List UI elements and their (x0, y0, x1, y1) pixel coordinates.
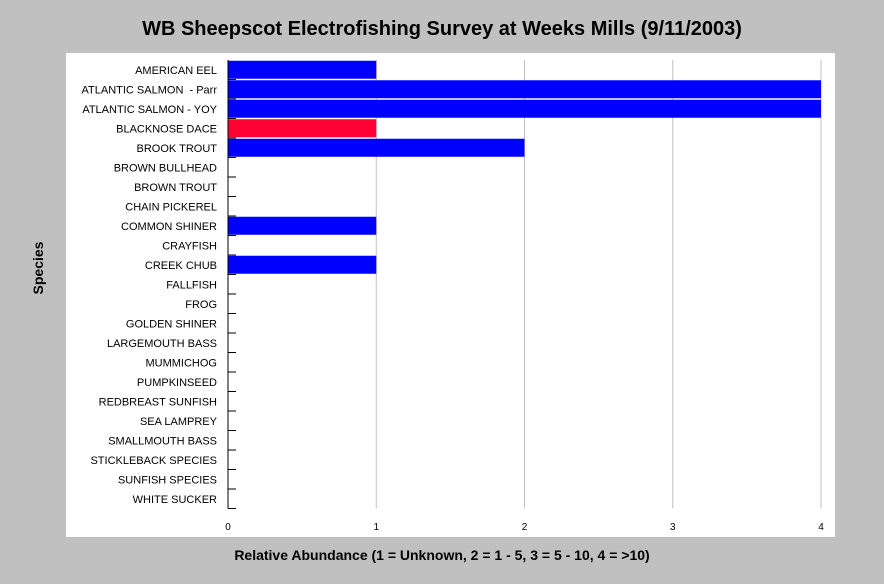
x-tick-label: 4 (818, 522, 824, 533)
bar-common-shiner (228, 216, 377, 235)
x-axis-label: Relative Abundance (1 = Unknown, 2 = 1 -… (234, 547, 650, 563)
chart-title: WB Sheepscot Electrofishing Survey at We… (142, 18, 742, 40)
bars (228, 60, 821, 274)
category-label: BROWN BULLHEAD (114, 162, 217, 174)
bar-atlantic-salmon-yoy (228, 99, 821, 118)
category-labels: AMERICAN EEL ATLANTIC SALMON - Parr ATLANT… (82, 65, 218, 506)
bar-blacknose-dace (228, 119, 377, 138)
category-label: SEA LAMPREY (140, 416, 218, 428)
category-label: COMMON SHINER (121, 221, 217, 233)
category-label: AMERICAN EEL (135, 65, 217, 77)
bar-brook-trout (228, 138, 525, 157)
category-label: FROG (185, 299, 217, 311)
bar-atlantic-salmon-parr (228, 80, 821, 99)
category-label: MUMMICHOG (146, 357, 218, 369)
category-label: ATLANTIC SALMON - YOY (82, 104, 217, 116)
category-label: CHAIN PICKEREL (125, 201, 217, 213)
category-label: PUMPKINSEED (137, 377, 217, 389)
bar-american-eel (228, 60, 377, 79)
category-label: GOLDEN SHINER (126, 318, 217, 330)
category-label: LARGEMOUTH BASS (107, 338, 217, 350)
x-tick-labels: 0 1 2 3 4 (225, 522, 824, 533)
category-label: STICKLEBACK SPECIES (90, 455, 217, 467)
category-label: ATLANTIC SALMON - Parr (82, 84, 218, 96)
category-label: FALLFISH (166, 279, 217, 291)
x-tick-label: 0 (225, 522, 231, 533)
category-label: BROOK TROUT (137, 143, 218, 155)
category-label: CRAYFISH (162, 240, 217, 252)
bar-creek-chub (228, 255, 377, 274)
y-axis-label: Species (30, 241, 46, 295)
x-tick-label: 2 (522, 522, 528, 533)
category-label: SMALLMOUTH BASS (108, 435, 217, 447)
plot-area (66, 53, 835, 537)
x-tick-label: 3 (670, 522, 676, 533)
category-label: BLACKNOSE DACE (116, 123, 217, 135)
category-label: WHITE SUCKER (133, 494, 217, 506)
category-label: REDBREAST SUNFISH (99, 396, 217, 408)
category-label: SUNFISH SPECIES (118, 474, 217, 486)
axes (227, 60, 236, 509)
category-label: CREEK CHUB (145, 260, 217, 272)
category-label: BROWN TROUT (134, 182, 217, 194)
x-tick-label: 1 (373, 522, 379, 533)
